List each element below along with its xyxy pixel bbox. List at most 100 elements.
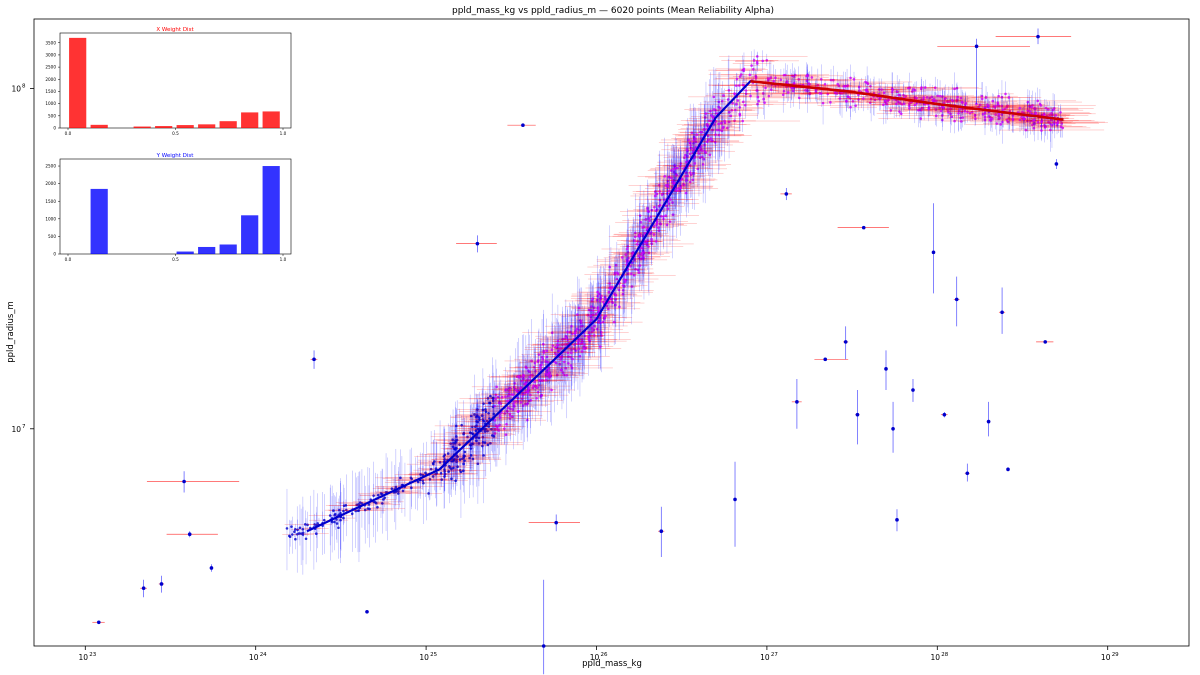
data-point	[895, 509, 899, 532]
cloud-point	[807, 82, 811, 85]
cloud-point	[576, 342, 580, 345]
cloud-point	[708, 153, 712, 157]
cloud-point	[898, 101, 902, 105]
cloud-point	[491, 399, 495, 403]
cloud-point	[987, 114, 991, 118]
cloud-point	[941, 118, 944, 122]
cloud-point	[949, 107, 952, 111]
cloud-point	[380, 502, 384, 505]
data-point	[733, 461, 737, 547]
cloud-point	[623, 278, 626, 281]
cloud-point	[439, 471, 443, 475]
inset-x-tick-label: 0.0	[65, 257, 72, 262]
cloud-point	[665, 192, 669, 195]
cloud-point	[547, 371, 551, 375]
cloud-point	[496, 395, 500, 399]
cloud-point	[708, 119, 711, 123]
cloud-point	[906, 86, 910, 90]
cloud-point	[596, 321, 600, 324]
cloud-point	[506, 399, 509, 403]
point-marker	[974, 44, 979, 49]
cloud-point	[500, 395, 504, 399]
cloud-point	[685, 148, 689, 152]
trend-line	[306, 79, 1064, 533]
cloud-point	[296, 528, 299, 532]
x-tick-exponent: 24	[260, 652, 267, 658]
cloud-point	[450, 477, 453, 481]
cloud-point	[546, 373, 549, 376]
point-marker	[159, 582, 164, 586]
cloud-point	[755, 89, 759, 92]
cloud-point	[591, 313, 595, 317]
cloud-point	[1030, 106, 1033, 109]
cloud-point	[486, 397, 490, 400]
cloud-point	[665, 204, 668, 208]
cloud-point	[696, 167, 700, 171]
cloud-point	[957, 109, 961, 113]
cloud-point	[889, 109, 893, 112]
cloud-point	[655, 192, 659, 196]
data-point	[158, 575, 165, 593]
cloud-point	[452, 466, 455, 470]
cloud-point	[572, 347, 576, 351]
cloud-point	[686, 154, 689, 158]
cloud-point	[516, 400, 519, 403]
cloud-point	[669, 198, 672, 201]
cloud-point	[624, 253, 628, 256]
data-point	[658, 506, 665, 557]
cloud-point	[641, 234, 645, 238]
cloud-point	[734, 84, 738, 87]
cloud-point	[422, 481, 425, 485]
cloud-point	[763, 101, 766, 104]
cloud-point	[571, 332, 574, 336]
cloud-point	[477, 416, 481, 419]
cloud-point	[463, 450, 467, 454]
cloud-point	[596, 294, 599, 298]
x-tick-label: 10	[79, 653, 89, 662]
cloud-point	[558, 363, 562, 366]
cloud-point	[394, 485, 398, 489]
point-marker	[891, 426, 895, 431]
cloud-point	[574, 349, 578, 352]
cloud-point	[342, 516, 345, 520]
cloud-point	[587, 308, 591, 312]
data-point	[998, 287, 1006, 334]
cloud-point	[934, 99, 938, 103]
inset-x-tick-label: 0.5	[172, 257, 179, 262]
cloud-point	[463, 459, 466, 462]
cloud-point	[638, 264, 642, 267]
cloud-point	[957, 112, 960, 115]
cloud-point	[782, 89, 786, 93]
cloud-point	[617, 288, 621, 292]
cloud-point	[991, 99, 995, 103]
cloud-point	[614, 293, 618, 297]
cloud-point	[527, 387, 530, 390]
cloud-point	[511, 393, 515, 396]
cloud-point	[294, 528, 297, 531]
cloud-point	[344, 504, 348, 507]
point-marker	[895, 518, 899, 522]
cloud-point	[589, 314, 593, 317]
cloud-point	[806, 89, 809, 93]
cloud-point	[668, 220, 672, 223]
cloud-point	[1007, 96, 1011, 99]
cloud-point	[838, 97, 842, 100]
cloud-point	[575, 327, 579, 331]
cloud-point	[337, 508, 341, 512]
cloud-point	[339, 511, 342, 515]
cloud-point	[792, 82, 796, 85]
cloud-point	[678, 164, 682, 168]
cloud-point	[587, 335, 591, 339]
point-marker	[942, 412, 947, 417]
cloud-point	[301, 531, 305, 535]
cloud-point	[744, 92, 748, 95]
cloud-point	[868, 101, 872, 104]
cloud-point	[554, 345, 557, 349]
cloud-point	[532, 365, 536, 369]
cloud-point	[741, 119, 745, 123]
cloud-point	[591, 297, 594, 301]
cloud-point	[900, 102, 904, 106]
cloud-point	[569, 364, 573, 367]
cloud-point	[558, 349, 561, 352]
inset-x-bars	[69, 37, 280, 128]
